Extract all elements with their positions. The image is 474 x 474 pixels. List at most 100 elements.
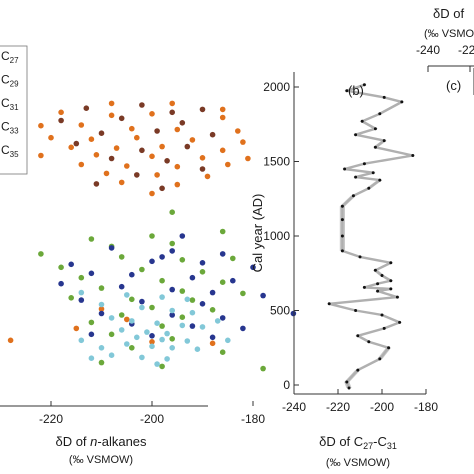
scatter-point-c29 [149,339,155,345]
scatter-point-c35 [184,296,191,303]
panel-a-x-tick-label: -220 [39,412,63,426]
panel-b-point [373,127,377,131]
scatter-point-c27 [154,128,160,134]
scatter-point-c35 [139,304,145,311]
scatter-point-c29 [159,143,165,150]
scatter-point-c29 [209,340,216,347]
scatter-point-c27 [108,155,115,162]
scatter-point-c35 [88,355,95,362]
scatter-point-c27 [98,130,105,136]
legend-entry-c35: C35 [1,143,19,159]
scatter-point-c33 [219,279,226,286]
scatter-point-c29 [134,134,140,141]
scatter-point-c35 [184,338,191,344]
panel-b-point [371,171,375,175]
panel-b-point [340,249,344,253]
scatter-point-c35 [134,334,140,341]
panel-b-y-tick-label: 500 [270,304,290,318]
scatter-point-c35 [194,346,201,353]
scatter-point-c31 [209,334,216,341]
panel-b-x-tick-label: -220 [326,400,350,414]
panel-b-point [376,282,380,286]
panel-b-point [351,194,355,198]
panel-b-point [380,313,384,317]
scatter-point-c31 [78,297,85,303]
scatter-point-c33 [199,269,206,275]
scatter-point-c33 [230,255,236,262]
scatter-point-c33 [189,297,196,303]
scatter-point-c31 [199,301,206,307]
panel-c-x-axis-unit: (‰ VSMOW) [424,28,474,40]
panel-b-uncertainty-band [326,84,416,389]
scatter-point-c29 [149,153,155,160]
scatter-point-c31 [290,310,297,317]
scatter-point-c33 [88,236,95,242]
scatter-point-c27 [159,185,165,192]
scatter-point-c31 [250,264,256,271]
scatter-point-c31 [88,270,95,277]
scatter-point-c31 [58,280,64,287]
scatter-point-c33 [149,233,155,239]
panel-c: δD of (‰ VSMOW) -240 -220 (c) [416,6,474,95]
scatter-point-c27 [199,166,206,172]
scatter-point-c35 [124,341,130,347]
scatter-point-c35 [179,322,186,329]
panel-b: 0 500 1000 1500 2000 -240 -220 -200 -180 (b) Cal… [250,72,438,469]
panel-a-x-ticks: -220 -200 -180 [39,401,265,426]
scatter-point-c35 [144,329,150,335]
panel-b-point [362,83,366,87]
scatter-point-c27 [164,158,170,164]
panel-b-ticks: 0 500 1000 1500 2000 -240 -220 -200 -180 [263,80,438,414]
panel-b-point [343,167,347,171]
panel-b-point [400,100,404,104]
panel-b-point [354,309,358,312]
scatter-point-c35 [98,345,105,351]
panel-b-y-tick-label: 2000 [263,80,290,94]
scatter-point-c29 [7,337,14,344]
panel-b-data-points [327,83,415,390]
panel-a-scatter-points [7,100,297,372]
legend-entry-c29: C29 [1,73,19,89]
scatter-point-c31 [219,251,226,257]
panel-a: -220 -200 -180 C27 C29 C31 C33 C35 δD of n-alk… [0,45,297,466]
scatter-point-c29 [118,179,125,186]
panel-b-point [395,295,399,299]
panel-b-point [389,279,393,283]
panel-b-point [340,234,344,238]
scatter-point-c33 [169,209,175,215]
scatter-point-c33 [68,295,74,301]
panel-b-point [356,368,360,372]
scatter-point-c33 [159,277,165,284]
scatter-point-c31 [159,254,165,260]
scatter-point-c27 [139,102,145,108]
scatter-point-c27 [93,181,100,187]
scatter-point-c31 [149,258,155,265]
panel-b-point [373,268,377,272]
scatter-point-c29 [98,306,105,312]
panel-b-point [382,326,386,330]
scatter-point-c35 [169,345,175,351]
scatter-point-c33 [139,266,145,273]
scatter-point-c33 [38,251,44,257]
panel-b-point [373,145,377,149]
legend-box [0,45,28,175]
scatter-point-c31 [189,274,196,281]
panel-b-point [340,204,344,208]
scatter-point-c29 [38,152,44,159]
panel-b-x-axis-unit: (‰ VSMOW) [326,457,390,469]
scatter-point-c35 [169,307,175,314]
scatter-point-c35 [129,318,135,324]
scatter-point-c27 [199,106,206,113]
scatter-point-c29 [189,137,196,143]
scatter-point-c35 [199,324,206,330]
scatter-point-c31 [68,261,74,268]
scatter-point-c29 [129,125,135,132]
panel-c-tick-label: -220 [458,43,474,57]
panel-a-x-axis-label: δD of n-alkanes [55,434,147,449]
scatter-point-c29 [124,316,130,323]
panel-b-point [345,380,349,384]
scatter-point-c33 [129,345,135,351]
panel-b-point [354,133,358,137]
panel-a-x-tick-label: -200 [140,412,164,426]
panel-b-series-line [328,83,414,389]
